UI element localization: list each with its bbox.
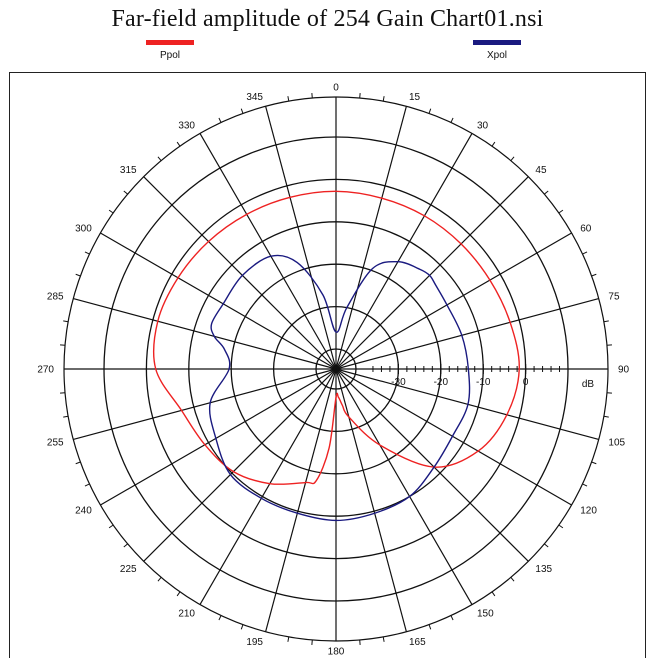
- spoke-285: [73, 299, 336, 369]
- angle-label-90: 90: [618, 365, 630, 376]
- radial-tick-label: 0: [523, 377, 529, 388]
- radial-tick-label: -10: [476, 377, 491, 388]
- radial-tick-label: -20: [434, 377, 449, 388]
- angle-tick: [85, 252, 90, 254]
- angle-tick: [451, 118, 453, 123]
- angle-label-135: 135: [535, 564, 552, 575]
- series-line-xpol: [210, 255, 470, 520]
- angle-tick: [604, 416, 609, 417]
- angle-tick: [109, 210, 113, 213]
- angle-tick: [158, 577, 161, 581]
- angle-label-60: 60: [580, 224, 592, 235]
- angle-label-180: 180: [328, 647, 345, 658]
- angle-tick: [241, 625, 243, 630]
- angle-tick: [583, 252, 588, 254]
- angle-tick: [219, 616, 221, 621]
- angle-tick: [158, 157, 161, 161]
- legend-label-ppol: Ppol: [140, 50, 200, 61]
- angle-tick: [76, 274, 81, 276]
- angle-tick: [124, 191, 128, 194]
- angle-tick: [241, 109, 243, 114]
- angle-tick: [592, 462, 597, 464]
- angle-tick: [76, 462, 81, 464]
- spoke-120: [336, 369, 572, 505]
- angle-label-75: 75: [608, 292, 620, 303]
- legend-label-xpol: Xpol: [467, 50, 527, 61]
- legend-swatch-ppol: [146, 40, 194, 45]
- angle-label-330: 330: [178, 120, 195, 131]
- angle-label-315: 315: [120, 165, 137, 176]
- angle-label-210: 210: [178, 609, 195, 620]
- angle-label-15: 15: [409, 92, 421, 103]
- legend-swatch-xpol: [473, 40, 521, 45]
- angle-tick: [63, 416, 68, 417]
- angle-spokes: [64, 97, 608, 641]
- angle-tick: [177, 142, 180, 146]
- angle-tick: [511, 577, 514, 581]
- angle-tick: [219, 118, 221, 123]
- angle-tick: [429, 109, 431, 114]
- angle-tick: [492, 592, 495, 596]
- angle-tick: [288, 637, 289, 642]
- chart-title: Far-field amplitude of 254 Gain Chart01.…: [0, 6, 655, 33]
- spoke-345: [266, 106, 336, 369]
- angle-tick: [85, 484, 90, 486]
- angle-tick: [592, 274, 597, 276]
- spoke-15: [336, 106, 406, 369]
- angle-tick: [511, 157, 514, 161]
- angle-tick: [544, 191, 548, 194]
- angle-tick: [383, 637, 384, 642]
- angle-label-120: 120: [580, 506, 597, 517]
- angle-label-240: 240: [75, 506, 92, 517]
- angle-tick: [451, 616, 453, 621]
- angle-label-345: 345: [246, 92, 263, 103]
- angle-tick: [583, 484, 588, 486]
- radial-tick-label: -30: [391, 377, 406, 388]
- angle-tick: [177, 592, 180, 596]
- radial-axis: -30 -20 -10 0 dB: [373, 364, 594, 390]
- angle-tick: [559, 525, 563, 528]
- spoke-165: [336, 369, 406, 632]
- angle-label-105: 105: [608, 437, 625, 448]
- spoke-60: [336, 233, 572, 369]
- legend-item-xpol: Xpol: [467, 40, 527, 61]
- spoke-255: [73, 369, 336, 439]
- angle-label-45: 45: [535, 165, 547, 176]
- angle-label-270: 270: [37, 365, 54, 376]
- spoke-330: [200, 133, 336, 369]
- angle-label-225: 225: [120, 564, 137, 575]
- angle-label-0: 0: [333, 83, 339, 94]
- angle-label-165: 165: [409, 637, 426, 648]
- plot-frame: 0 15 30 45 60 75 90 105 120 135 150 165 180 195 210 225…: [9, 72, 646, 658]
- angle-label-150: 150: [477, 609, 494, 620]
- spoke-150: [336, 369, 472, 605]
- angle-tick: [288, 96, 289, 101]
- spoke-195: [266, 369, 336, 632]
- angle-tick: [109, 525, 113, 528]
- angle-label-300: 300: [75, 224, 92, 235]
- angle-label-195: 195: [246, 637, 263, 648]
- angle-tick: [604, 321, 609, 322]
- angle-tick: [559, 210, 563, 213]
- angle-tick: [124, 544, 128, 547]
- legend-item-ppol: Ppol: [140, 40, 200, 61]
- angle-tick: [383, 96, 384, 101]
- spoke-210: [200, 369, 336, 605]
- angle-tick: [544, 544, 548, 547]
- angle-label-30: 30: [477, 120, 489, 131]
- polar-chart: 0 15 30 45 60 75 90 105 120 135 150 165 180 195 210 225…: [10, 73, 647, 659]
- angle-label-255: 255: [47, 437, 64, 448]
- angle-tick: [63, 321, 68, 322]
- spoke-30: [336, 133, 472, 369]
- angle-tick: [429, 625, 431, 630]
- angle-label-285: 285: [47, 292, 64, 303]
- radial-unit-label: dB: [582, 379, 595, 390]
- angle-tick: [492, 142, 495, 146]
- spoke-300: [100, 233, 336, 369]
- spoke-240: [100, 369, 336, 505]
